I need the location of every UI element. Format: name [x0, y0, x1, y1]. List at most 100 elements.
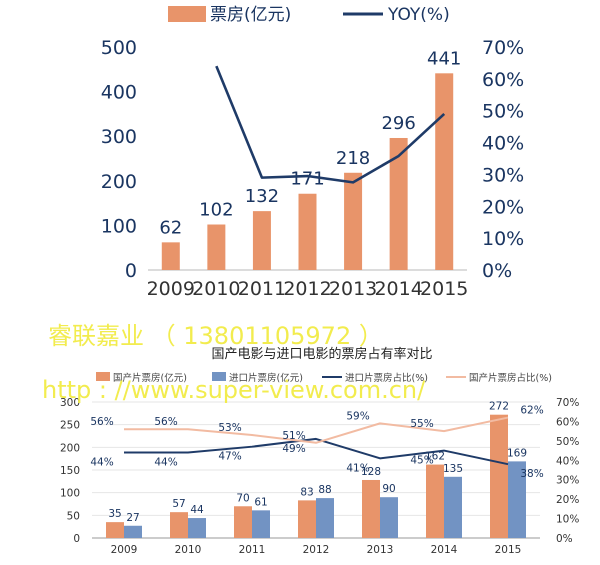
bar-domestic: [426, 464, 444, 538]
bar-value-label-imported: 169: [507, 447, 527, 459]
line-label-domestic-share: 62%: [520, 405, 543, 417]
bar-value-label-domestic: 70: [236, 492, 249, 504]
bar-value-label: 171: [290, 169, 324, 190]
bar-domestic: [106, 522, 124, 538]
line-label-domestic-share: 56%: [154, 416, 177, 428]
bar-value-label: 132: [245, 186, 279, 207]
x-axis-tick: 2013: [329, 278, 377, 300]
x-axis-tick: 2015: [420, 278, 468, 300]
watermark-line-2: http : //www.super-view.com.cn/: [42, 376, 426, 404]
legend-label-domestic: 国产片票房(亿元): [113, 372, 187, 384]
line-label-imported-share: 45%: [410, 455, 433, 467]
bar-value-label-imported: 88: [318, 484, 331, 496]
line-label-imported-share: 47%: [218, 451, 241, 463]
right-axis-tick: 10%: [556, 514, 579, 526]
legend-swatch-box-office: [168, 6, 206, 22]
bar-box-office: [207, 224, 226, 270]
bar-value-label: 441: [427, 48, 461, 69]
chart-title: 国产电影与进口电影的票房占有率对比: [211, 346, 432, 362]
line-label-imported-share: 49%: [282, 443, 305, 455]
bar-value-label: 296: [381, 113, 415, 134]
right-axis-tick: 70%: [482, 37, 524, 59]
right-axis-tick: 60%: [482, 69, 524, 91]
right-axis-tick: 30%: [556, 475, 579, 487]
line-label-imported-share: 44%: [154, 457, 177, 469]
bar-domestic: [170, 512, 188, 538]
bar-box-office: [298, 193, 317, 270]
x-axis-tick: 2010: [175, 544, 202, 556]
watermark-line-1: 睿联嘉业 （ 13801105972 ）: [48, 322, 383, 350]
bar-value-label-domestic: 128: [361, 466, 381, 478]
bar-value-label-domestic: 35: [108, 508, 121, 520]
bar-domestic: [490, 414, 508, 538]
legend-label-yoy: YOY(%): [387, 5, 450, 25]
left-axis-tick: 400: [101, 82, 137, 104]
x-axis-tick: 2012: [303, 544, 330, 556]
bar-value-label: 62: [159, 217, 182, 238]
bar-domestic: [234, 506, 252, 538]
bar-imported: [124, 525, 142, 538]
top-box-office-chart: 票房(亿元) YOY(%) 0 100 200 300 400 500 0% 10% 20% 30% 4…: [101, 5, 525, 300]
legend-label-domestic-share: 国产片票房占比(%): [469, 372, 552, 384]
left-axis-tick: 0: [125, 260, 137, 282]
legend-label-box-office: 票房(亿元): [210, 5, 291, 25]
x-axis-tick: 2010: [192, 278, 240, 300]
left-axis-tick: 50: [67, 510, 80, 522]
line-label-imported-share: 44%: [90, 457, 113, 469]
bar-box-office: [344, 172, 363, 270]
right-axis-tick: 40%: [556, 455, 579, 467]
legend-label-imported-share: 进口片票房占比(%): [345, 372, 428, 384]
left-axis-tick: 250: [60, 420, 80, 432]
line-label-domestic-share: 56%: [90, 416, 113, 428]
line-label-domestic-share: 55%: [410, 418, 433, 430]
watermark: 睿联嘉业 （ 13801105972 ） http : //www.super-v…: [42, 322, 426, 404]
x-axis-tick: 2011: [239, 544, 266, 556]
x-axis-tick: 2013: [367, 544, 394, 556]
left-axis-tick: 200: [60, 442, 80, 454]
line-label-imported-share: 38%: [520, 468, 543, 480]
bar-value-label-domestic: 272: [489, 401, 509, 413]
right-axis-tick: 70%: [556, 397, 579, 409]
x-axis-tick: 2011: [238, 278, 286, 300]
bar-domestic: [298, 500, 316, 538]
line-label-domestic-share: 51%: [282, 430, 305, 442]
line-label-imported-share: 41%: [346, 462, 369, 474]
legend-label-imported: 进口片票房(亿元): [229, 372, 303, 384]
bar-imported: [316, 498, 334, 538]
left-axis-tick: 200: [101, 171, 137, 193]
bar-value-label-domestic: 57: [172, 498, 185, 510]
line-imported-share: [124, 437, 509, 466]
bar-value-label: 102: [199, 200, 233, 221]
bar-value-label-imported: 90: [382, 483, 395, 495]
x-axis-tick: 2009: [147, 278, 195, 300]
legend-swatch-domestic: [96, 372, 110, 381]
bar-imported: [444, 476, 462, 538]
right-axis-tick: 30%: [482, 164, 524, 186]
bar-value-label-imported: 44: [190, 504, 204, 516]
legend-swatch-imported: [212, 372, 226, 381]
right-axis-tick: 0%: [556, 533, 573, 545]
bar-imported: [380, 497, 398, 538]
x-axis-tick: 2015: [495, 544, 522, 556]
x-axis-tick: 2012: [283, 278, 331, 300]
bar-imported: [252, 510, 270, 538]
line-label-domestic-share: 53%: [218, 422, 241, 434]
bar-value-label: 218: [336, 148, 370, 169]
left-axis-tick: 150: [60, 465, 80, 477]
right-axis-tick: 60%: [556, 416, 579, 428]
bar-domestic: [362, 479, 380, 538]
line-yoy: [215, 65, 446, 184]
x-axis-tick: 2014: [431, 544, 458, 556]
right-axis-tick: 50%: [556, 436, 579, 448]
bar-value-label-imported: 61: [254, 496, 267, 508]
right-axis-tick: 20%: [482, 196, 524, 218]
bar-imported: [188, 518, 206, 538]
right-axis-tick: 40%: [482, 133, 524, 155]
x-axis-tick: 2009: [111, 544, 138, 556]
left-axis-tick: 100: [101, 215, 137, 237]
x-axis-tick: 2014: [374, 278, 422, 300]
right-axis-tick: 20%: [556, 494, 579, 506]
bar-box-office: [252, 211, 271, 270]
